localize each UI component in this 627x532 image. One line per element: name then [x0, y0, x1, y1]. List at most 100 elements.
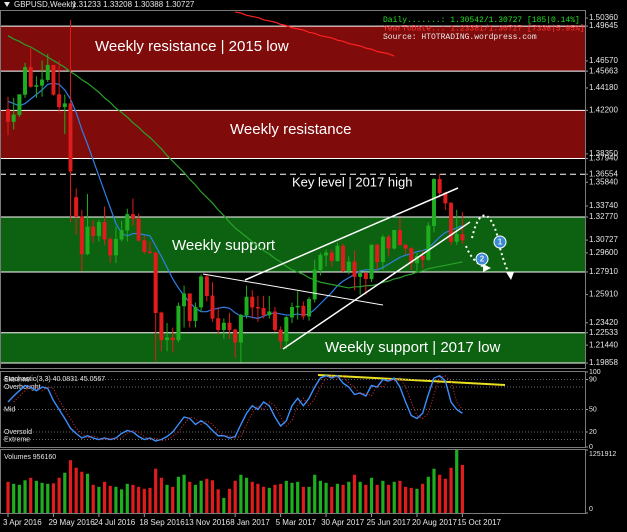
- candle-body: [23, 67, 28, 95]
- candle-body: [34, 85, 39, 87]
- candle-body: [324, 252, 329, 256]
- candle-body: [278, 329, 283, 342]
- y-tick-label: 0: [589, 444, 593, 451]
- volume-bar: [205, 478, 209, 513]
- volume-bar: [182, 474, 186, 513]
- volume-bar: [68, 460, 73, 513]
- candle-body: [102, 222, 107, 240]
- volume-bar: [239, 474, 243, 513]
- main-panel-border: [0, 10, 586, 369]
- info-line: Source: HTOTRADING.wordpress.com: [383, 33, 537, 42]
- candle-body: [57, 94, 62, 108]
- volume-bar: [125, 483, 129, 513]
- volume-bar: [273, 484, 277, 513]
- volume-bar: [137, 486, 141, 513]
- oscillator-line: [7, 374, 463, 442]
- candle-body: [210, 295, 215, 319]
- volume-bar: [199, 480, 203, 513]
- level-label: Mid: [4, 406, 15, 413]
- volume-bar: [102, 481, 107, 513]
- candle-body: [147, 251, 152, 254]
- volume-bar: [154, 468, 158, 513]
- volume-bar: [120, 489, 124, 513]
- candle-body: [295, 305, 300, 308]
- volume-bar: [17, 484, 21, 513]
- candle-body: [74, 197, 79, 217]
- candle-body: [432, 179, 437, 226]
- x-tick-label: 30 Apr 2017: [321, 518, 365, 527]
- candle-body: [40, 79, 45, 86]
- y-tick-label: 1.29600: [589, 248, 618, 257]
- volume-bar: [63, 472, 67, 513]
- candle-body: [341, 245, 346, 272]
- oscillator-panel-border: [0, 371, 586, 448]
- volume-bar: [97, 486, 101, 513]
- volume-bar: [426, 476, 430, 513]
- chart-title: GBPUSD,Weekly: [14, 0, 76, 9]
- volume-bar: [375, 484, 379, 513]
- volume-bar: [188, 481, 192, 513]
- x-tick-label: 29 May 2016: [48, 518, 95, 527]
- volume-bar: [301, 486, 305, 513]
- candle-body: [125, 214, 130, 231]
- candle-body: [397, 230, 402, 246]
- candle-body: [142, 240, 147, 252]
- volume-bar: [307, 486, 311, 513]
- candle-body: [290, 306, 295, 318]
- candle-body: [460, 234, 465, 241]
- y-tick-label: 0: [589, 506, 593, 513]
- volume-panel-border: [0, 449, 586, 514]
- y-tick-label: 1.19858: [589, 358, 618, 367]
- y-tick-label: 1.21440: [589, 340, 618, 349]
- candle-body: [409, 248, 414, 264]
- volume-bar: [432, 468, 436, 513]
- volume-bar: [165, 484, 169, 513]
- candle-body: [113, 239, 118, 256]
- x-tick-label: 20 Aug 2017: [412, 518, 457, 527]
- volume-bar: [46, 483, 50, 513]
- volume-bar: [6, 481, 10, 513]
- x-tick-label: 5 Mar 2017: [276, 518, 317, 527]
- y-tick-label: 1.38350: [589, 149, 618, 158]
- volume-bar: [364, 484, 368, 513]
- candle-body: [204, 276, 209, 297]
- volume-bar: [250, 481, 254, 513]
- volume-bar: [330, 486, 334, 513]
- candle-body: [182, 293, 187, 307]
- volume-bar: [352, 474, 357, 513]
- candle-body: [386, 236, 391, 249]
- candle-body: [5, 108, 10, 122]
- volume-bar: [449, 467, 453, 513]
- volume-bar: [398, 480, 402, 513]
- x-tick-label: 3 Apr 2016: [3, 518, 42, 527]
- candle-body: [244, 296, 249, 316]
- candle-body: [130, 214, 135, 220]
- candle-body: [335, 245, 340, 261]
- marker: [493, 235, 507, 249]
- volume-bar: [176, 476, 180, 513]
- candle-body: [193, 306, 198, 321]
- candle-body: [369, 244, 374, 280]
- candle-body: [358, 273, 363, 277]
- volume-bar: [335, 483, 340, 513]
- x-tick-label: 8 Jan 2017: [230, 518, 270, 527]
- moving-average: [7, 82, 463, 320]
- candle-body: [261, 308, 266, 316]
- marker: [475, 252, 489, 266]
- volume-bar: [279, 483, 283, 513]
- candle-body: [68, 103, 73, 172]
- channel-lower: [282, 221, 471, 350]
- y-tick-label: 1.22533: [589, 328, 618, 337]
- volume-bar: [85, 473, 90, 513]
- y-tick-label: 1.46570: [589, 56, 618, 65]
- y-tick-label: 1.37940: [589, 154, 618, 163]
- candle-body: [159, 312, 164, 341]
- volume-bar: [267, 487, 271, 513]
- volume-bar: [244, 477, 249, 513]
- volume-bar: [284, 480, 288, 513]
- candle-body: [301, 305, 306, 317]
- y-tick-label: 1.42200: [589, 105, 618, 114]
